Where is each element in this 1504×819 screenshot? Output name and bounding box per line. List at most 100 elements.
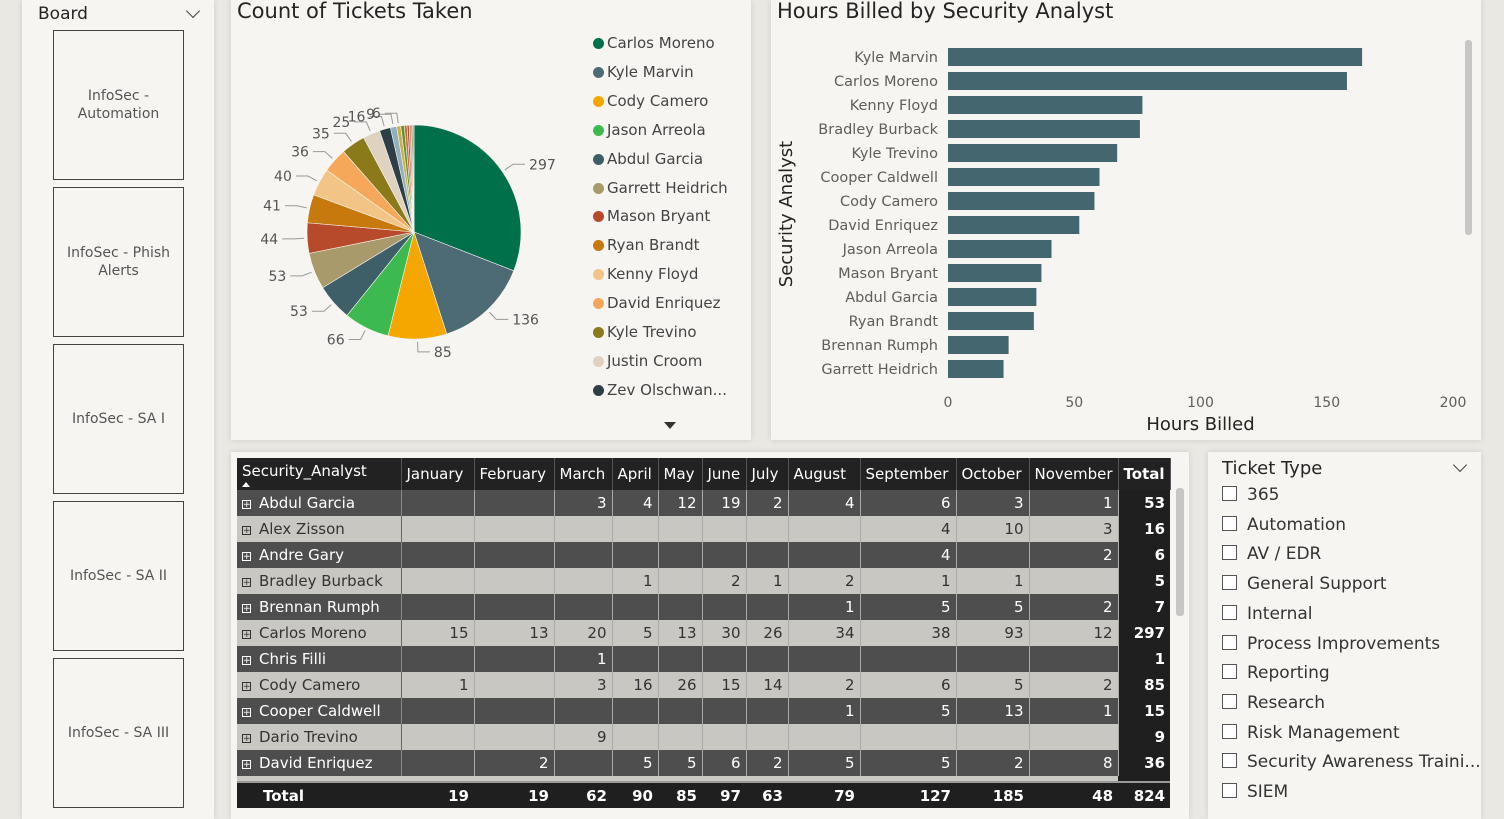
bar[interactable] [948,72,1347,90]
ticket-type-option[interactable]: General Support [1222,574,1387,594]
expand-icon[interactable]: + [242,682,251,692]
expand-icon[interactable]: + [242,604,251,614]
checkbox[interactable] [1222,723,1237,739]
expand-icon[interactable]: + [242,734,251,744]
legend-item[interactable]: Zev Olschwan... [593,381,727,399]
bar[interactable] [948,192,1095,210]
column-header[interactable]: April [612,458,659,490]
checkbox[interactable] [1222,515,1237,531]
column-header[interactable]: February [474,458,555,490]
expand-icon[interactable]: + [242,500,251,510]
legend-item[interactable]: Abdul Garcia [593,150,703,168]
board-tile-automation[interactable]: InfoSec - Automation [53,30,184,180]
ticket-type-option[interactable]: Automation [1222,515,1346,535]
chevron-down-icon[interactable] [185,3,201,19]
bar[interactable] [948,216,1080,234]
legend-item[interactable]: Ryan Brandt [593,236,700,254]
total-row: Total 19 19 62 90 85 97 63 79 127 185 48 824 [237,781,1171,808]
bar[interactable] [948,168,1100,186]
legend-scroll-down-icon[interactable] [664,422,676,429]
checkbox[interactable] [1222,753,1237,769]
expand-icon[interactable]: + [242,526,251,536]
legend-item[interactable]: Mason Bryant [593,207,710,225]
table-cell [658,646,703,672]
column-header[interactable]: September [860,458,957,490]
checkbox[interactable] [1222,575,1237,591]
expand-icon[interactable]: + [242,760,251,770]
bar-category-label: Carlos Moreno [834,74,938,90]
legend-item[interactable]: Jason Arreola [593,121,706,139]
column-header[interactable]: July [746,458,789,490]
column-header[interactable]: Total [1118,458,1171,490]
legend-item[interactable]: Cody Camero [593,92,708,110]
expand-icon[interactable]: + [242,630,251,640]
bar[interactable] [948,264,1042,282]
bar-chart[interactable]: Kyle Marvin Carlos Moreno Kenny Floyd Bradl… [771,0,1471,440]
column-header[interactable]: October [956,458,1030,490]
checkbox[interactable] [1222,634,1237,650]
ticket-type-option[interactable]: Process Improvements [1222,634,1440,654]
ticket-type-option[interactable]: SIEM [1222,782,1288,802]
pie-slice[interactable] [413,231,515,335]
ticket-type-option[interactable]: Risk Management [1222,723,1400,743]
bar[interactable] [948,312,1034,330]
ticket-type-option[interactable]: Internal [1222,604,1313,624]
checkbox[interactable] [1222,664,1237,680]
legend-item[interactable]: Garrett Heidrich [593,179,728,197]
bar[interactable] [948,120,1140,138]
column-header[interactable]: November [1029,458,1119,490]
legend-item[interactable]: David Enriquez [593,294,721,312]
board-tile-sa-3[interactable]: InfoSec - SA III [53,658,184,808]
checkbox[interactable] [1222,486,1237,501]
board-tile-sa-2[interactable]: InfoSec - SA II [53,501,184,651]
bar[interactable] [948,96,1143,114]
column-header-analyst[interactable]: Security_Analyst [237,458,402,490]
bar[interactable] [948,144,1118,162]
ticket-type-option[interactable]: AV / EDR [1222,544,1321,564]
ticket-type-option[interactable]: Security Awareness Traini... [1222,752,1481,772]
pie-slice[interactable] [412,124,415,233]
matrix-scrollbar[interactable] [1176,488,1184,616]
pie-leader-line [295,175,317,182]
checkbox[interactable] [1222,693,1237,709]
bar[interactable] [948,336,1009,354]
board-tile-phish-alerts[interactable]: InfoSec - Phish Alerts [53,187,184,337]
column-header[interactable]: June [702,458,747,490]
bar[interactable] [948,360,1004,378]
checkbox[interactable] [1222,783,1237,798]
bar[interactable] [948,48,1363,66]
checkbox[interactable] [1222,545,1237,561]
legend-item[interactable]: Carlos Moreno [593,34,715,52]
pie-data-label: 25 [332,115,350,131]
pie-slice[interactable] [413,124,522,272]
sort-ascending-icon[interactable] [242,481,250,487]
chart-scrollbar[interactable] [1465,40,1472,235]
expand-icon[interactable]: + [242,552,251,562]
ticket-type-option[interactable]: Reporting [1222,663,1330,683]
expand-icon[interactable]: + [242,656,251,666]
legend-item[interactable]: Justin Croom [593,352,702,370]
pie-chart-title: Count of Tickets Taken [237,0,473,23]
bar[interactable] [948,288,1037,306]
column-header[interactable]: March [554,458,613,490]
column-header[interactable]: January [401,458,475,490]
legend-item[interactable]: Kenny Floyd [593,265,698,283]
pie-leader-line [417,341,430,353]
ticket-type-option[interactable]: Research [1222,693,1325,713]
column-header[interactable]: August [788,458,861,490]
board-tile-sa-1[interactable]: InfoSec - SA I [53,344,184,494]
expand-icon[interactable]: + [242,708,251,718]
column-header-label: June [707,465,741,483]
column-header-label: November [1034,465,1113,483]
checkbox[interactable] [1222,604,1237,620]
chevron-down-icon[interactable] [1452,457,1468,473]
ticket-type-option[interactable]: 365 [1222,485,1279,505]
table-cell: 15 [401,620,475,646]
bar[interactable] [948,240,1052,258]
expand-icon[interactable]: + [242,578,251,588]
legend-item[interactable]: Kyle Marvin [593,63,694,81]
column-header[interactable]: May [658,458,703,490]
pie-leader-line [378,113,394,125]
legend-item[interactable]: Kyle Trevino [593,323,697,341]
